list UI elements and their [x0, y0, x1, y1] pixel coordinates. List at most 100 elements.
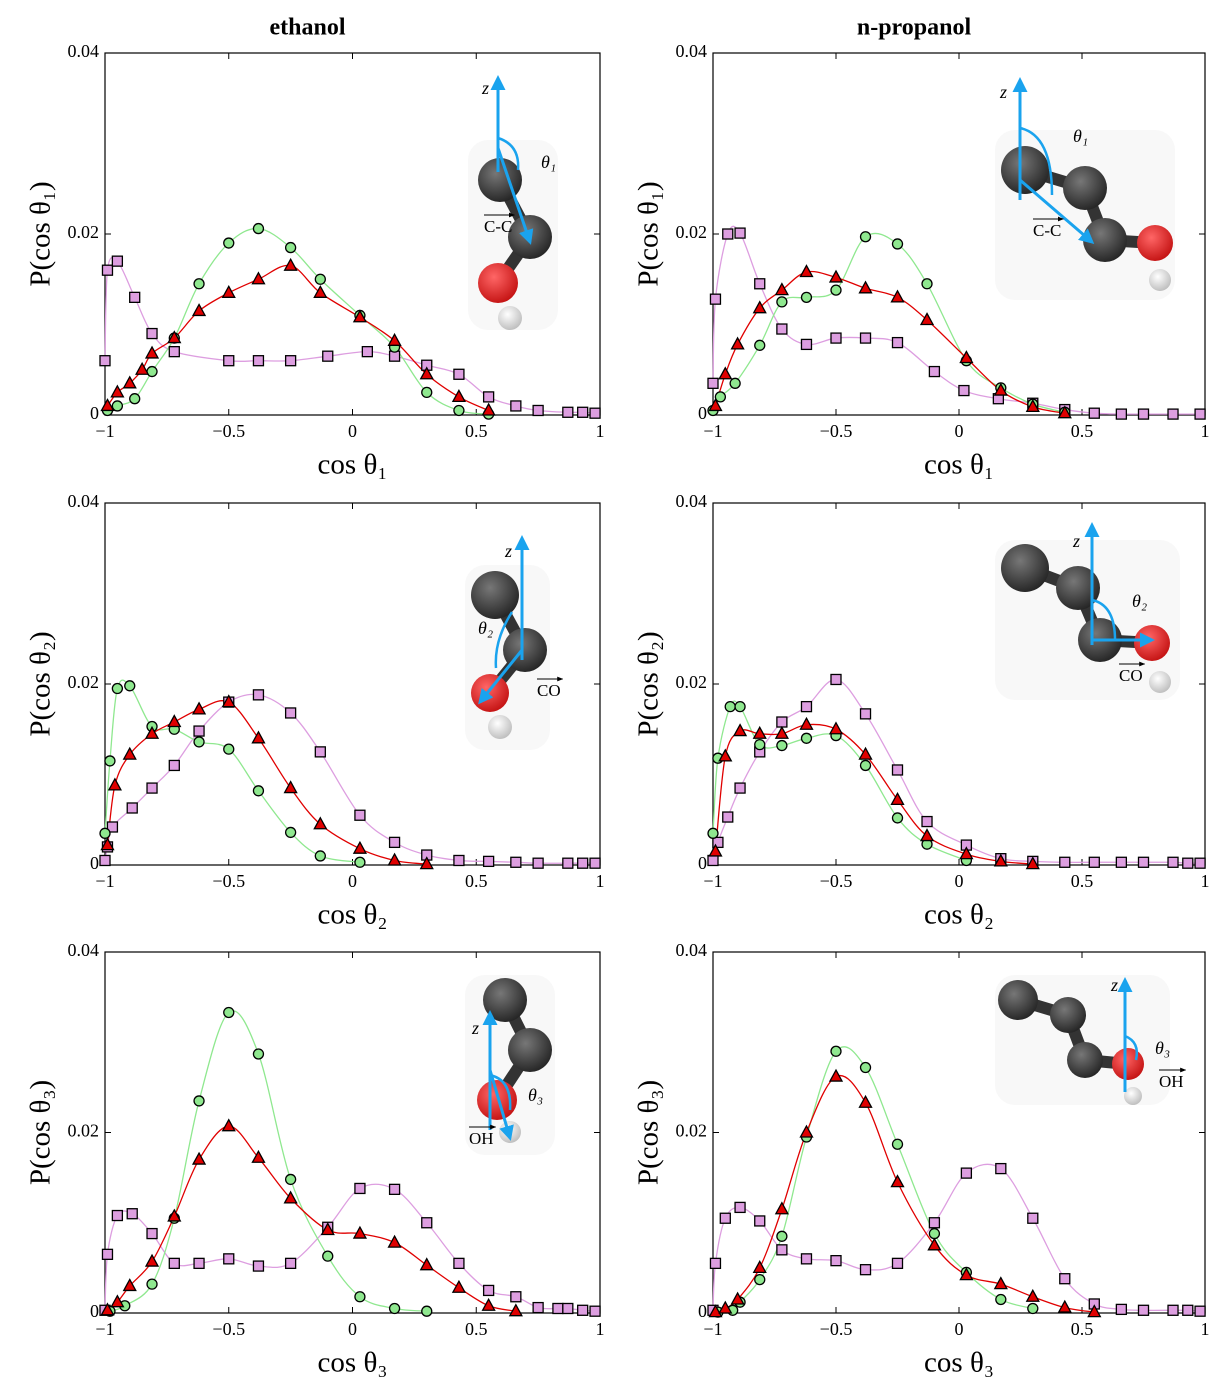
inset-label: CO — [537, 681, 561, 700]
marker — [419, 856, 434, 870]
marker — [251, 1149, 266, 1163]
series-line — [104, 1183, 596, 1312]
marker — [589, 857, 601, 869]
marker — [828, 721, 844, 735]
angle-arc — [497, 136, 520, 171]
marker — [532, 404, 544, 417]
y-axis-label: P(cos θ₂) — [633, 631, 665, 736]
marker — [510, 856, 522, 868]
marker — [1025, 856, 1040, 870]
panel: z θ₁ C-C −1 −0.5 0 0.5 1 0 0.02 0.04 cos θ₁ P(cos θ₁… — [633, 15, 1210, 481]
x-axis-label: cos θ₃ — [924, 1347, 994, 1379]
atom — [1137, 225, 1173, 261]
x-tick-label: −0.5 — [820, 421, 853, 441]
marker — [146, 327, 158, 340]
angle-arc — [489, 1073, 512, 1111]
marker — [1027, 1302, 1039, 1315]
marker — [928, 1227, 941, 1240]
marker — [510, 400, 522, 412]
atom — [1001, 544, 1049, 592]
marker — [419, 366, 434, 380]
marker — [106, 821, 119, 833]
marker — [734, 782, 746, 794]
marker — [1194, 408, 1206, 420]
marker — [451, 389, 467, 403]
x-tick-label: 0.5 — [1071, 421, 1094, 441]
marker — [858, 280, 873, 294]
marker — [800, 338, 813, 351]
marker — [776, 716, 788, 728]
atom — [1112, 1048, 1144, 1080]
marker — [828, 269, 844, 283]
marker — [708, 398, 723, 412]
marker — [283, 780, 298, 794]
marker — [800, 291, 813, 304]
marker — [111, 400, 124, 412]
y-tick-label: 0.04 — [676, 940, 708, 960]
marker — [1194, 1305, 1206, 1317]
inset-label: OH — [1159, 1072, 1184, 1091]
marker — [1088, 407, 1100, 419]
marker — [891, 1138, 904, 1150]
inset-label: C-C — [484, 217, 512, 236]
marker — [314, 273, 326, 285]
marker — [707, 854, 719, 867]
atom — [499, 1121, 521, 1143]
marker — [453, 1257, 465, 1270]
marker — [752, 1260, 767, 1274]
x-tick-label: 1 — [1201, 871, 1210, 891]
x-tick-label: 0.5 — [465, 871, 488, 891]
marker — [252, 355, 265, 367]
series-line — [107, 227, 489, 415]
marker — [830, 332, 842, 344]
marker — [800, 700, 813, 713]
inset-label: θ₁ — [1073, 126, 1088, 146]
marker — [144, 345, 160, 359]
marker — [1115, 408, 1128, 420]
marker — [221, 284, 236, 298]
atom — [1056, 566, 1100, 610]
marker — [191, 1151, 207, 1165]
marker — [481, 1297, 496, 1311]
marker — [959, 846, 974, 860]
marker — [193, 278, 205, 290]
x-tick-label: 0 — [955, 421, 964, 441]
marker — [1025, 1288, 1040, 1302]
atom — [478, 263, 518, 303]
marker — [1057, 405, 1072, 419]
panel: z θ₃ OH −1 −0.5 0 0.5 1 0 0.02 0.04 cos θ₃ P(cos θ₃) — [25, 940, 605, 1379]
marker — [453, 404, 465, 417]
marker — [714, 391, 727, 403]
marker — [354, 1291, 366, 1303]
marker — [421, 1217, 433, 1229]
marker — [100, 837, 115, 851]
marker — [352, 840, 368, 854]
atom — [1001, 146, 1049, 194]
marker — [754, 1215, 766, 1227]
marker — [774, 1201, 789, 1215]
marker — [928, 1217, 941, 1229]
marker — [754, 1273, 766, 1286]
marker — [421, 1305, 433, 1317]
marker — [799, 1124, 814, 1138]
marker — [1115, 856, 1128, 868]
marker — [99, 355, 111, 367]
marker — [352, 309, 368, 323]
marker — [712, 836, 724, 849]
marker — [191, 701, 207, 715]
marker — [532, 857, 544, 869]
marker — [223, 743, 235, 755]
marker — [800, 732, 813, 744]
marker — [388, 1302, 401, 1315]
marker — [577, 406, 589, 418]
marker — [284, 355, 297, 367]
marker — [709, 293, 722, 305]
marker — [135, 361, 150, 375]
marker — [1027, 1212, 1039, 1224]
marker — [110, 384, 125, 398]
atom — [1067, 1042, 1103, 1078]
angle-arc — [1091, 598, 1117, 641]
y-tick-label: 0 — [698, 853, 707, 873]
marker — [99, 827, 111, 839]
marker — [322, 350, 334, 362]
